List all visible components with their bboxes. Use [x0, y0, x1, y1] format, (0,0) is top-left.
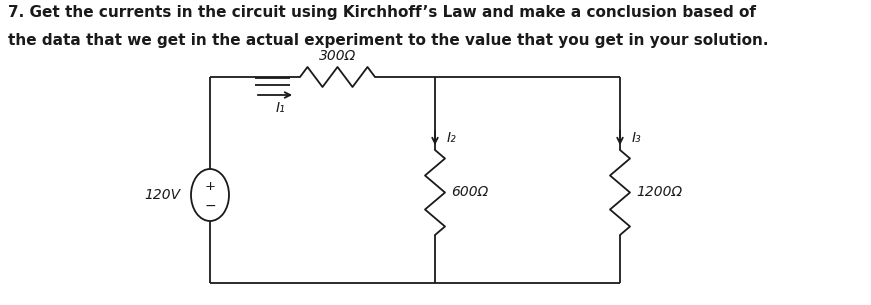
Text: I₁: I₁	[275, 101, 285, 115]
Text: −: −	[204, 199, 216, 213]
Text: 1200Ω: 1200Ω	[636, 185, 682, 199]
Text: 300Ω: 300Ω	[319, 49, 356, 63]
Text: 600Ω: 600Ω	[451, 185, 489, 199]
Text: I₂: I₂	[447, 131, 456, 145]
Text: +: +	[205, 181, 215, 193]
Text: 120V: 120V	[144, 188, 180, 202]
Text: I₃: I₃	[632, 131, 642, 145]
Text: 7. Get the currents in the circuit using Kirchhoff’s Law and make a conclusion b: 7. Get the currents in the circuit using…	[8, 5, 756, 20]
Text: the data that we get in the actual experiment to the value that you get in your : the data that we get in the actual exper…	[8, 33, 768, 48]
